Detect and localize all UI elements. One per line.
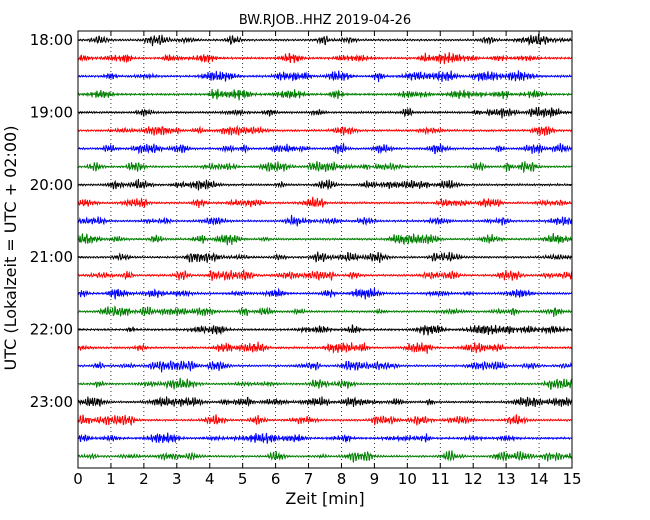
trace-line — [77, 305, 573, 318]
trace-line — [77, 324, 573, 336]
x-tick-label: 15 — [562, 470, 581, 488]
trace-line — [77, 33, 573, 47]
trace-line — [77, 52, 573, 65]
trace-line — [77, 214, 573, 227]
trace-line — [77, 377, 573, 390]
x-tick-label: 0 — [73, 470, 83, 488]
y-tick-label: 18:00 — [30, 31, 73, 49]
plot-area — [78, 31, 572, 468]
chart-title: BW.RJOB..HHZ 2019-04-26 — [239, 13, 411, 28]
plot-frame — [77, 30, 573, 469]
trace-line — [77, 414, 573, 427]
trace-line — [77, 287, 573, 300]
trace-line — [77, 160, 573, 174]
trace-line — [77, 269, 573, 282]
y-tick-label: 19:00 — [30, 103, 73, 121]
x-tick-label: 6 — [271, 470, 281, 488]
trace-line — [77, 178, 573, 191]
trace-line — [77, 432, 573, 444]
x-tick-label: 3 — [172, 470, 182, 488]
y-tick-label: 22:00 — [30, 321, 73, 339]
trace-line — [77, 341, 573, 354]
x-axis-ticks: 0 1 2 3 4 5 6 7 8 9 10 11 12 13 14 15 — [73, 31, 582, 488]
x-tick-label: 8 — [337, 470, 347, 488]
x-tick-label: 7 — [304, 470, 314, 488]
trace-line — [77, 396, 573, 408]
trace-line — [77, 360, 573, 373]
y-axis-label: UTC (Lokalzeit = UTC + 02:00) — [1, 126, 20, 371]
x-tick-label: 14 — [530, 470, 549, 488]
x-tick-label: 11 — [431, 470, 450, 488]
seismogram-traces — [77, 33, 573, 464]
trace-line — [77, 88, 573, 101]
trace-line — [77, 124, 573, 137]
y-tick-label: 23:00 — [30, 393, 73, 411]
grid-lines — [110, 31, 540, 468]
x-tick-label: 2 — [139, 470, 149, 488]
x-axis-label: Zeit [min] — [285, 489, 364, 508]
trace-line — [77, 232, 573, 246]
x-tick-label: 5 — [238, 470, 248, 488]
trace-line — [77, 196, 573, 209]
trace-line — [77, 142, 573, 155]
y-tick-label: 20:00 — [30, 176, 73, 194]
x-tick-label: 9 — [370, 470, 380, 488]
trace-line — [77, 450, 573, 464]
x-tick-label: 10 — [398, 470, 417, 488]
y-axis-ticks: 18:00 19:00 20:00 21:00 22:00 23:00 — [30, 31, 572, 411]
trace-line — [77, 251, 573, 264]
x-tick-label: 4 — [205, 470, 215, 488]
trace-line — [77, 70, 573, 83]
x-tick-label: 13 — [497, 470, 516, 488]
x-tick-label: 1 — [106, 470, 116, 488]
trace-line — [77, 106, 573, 119]
y-tick-label: 21:00 — [30, 248, 73, 266]
x-tick-label: 12 — [464, 470, 483, 488]
